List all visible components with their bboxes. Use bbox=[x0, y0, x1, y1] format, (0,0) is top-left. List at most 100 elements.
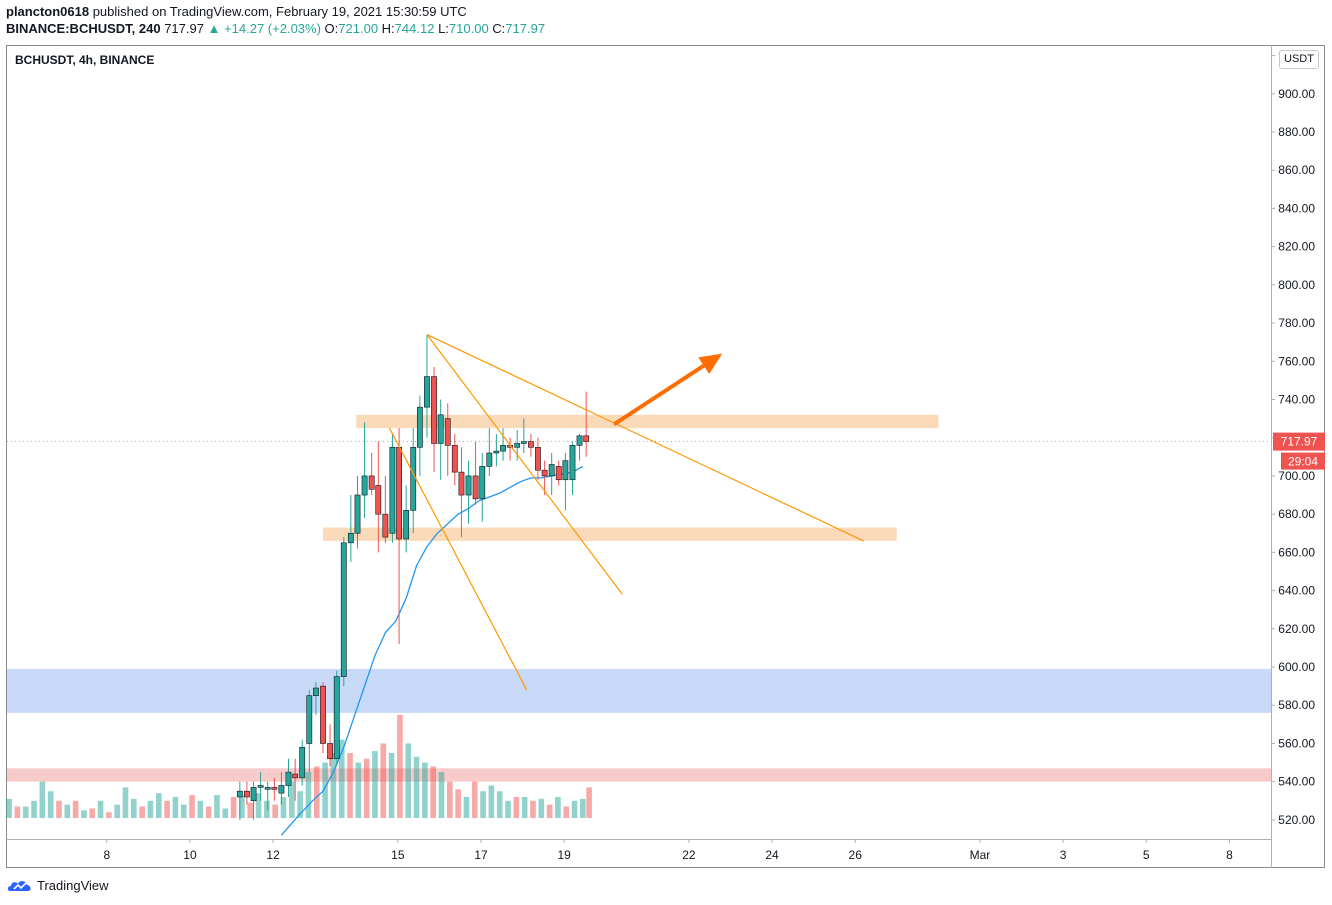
volume-bar bbox=[496, 791, 503, 818]
candle-body bbox=[548, 464, 555, 477]
volume-bar bbox=[289, 781, 295, 818]
candle-body bbox=[299, 746, 306, 779]
volume-bar bbox=[189, 795, 195, 818]
price-tick-label: 780.00 bbox=[1278, 316, 1315, 330]
last-price-tag bbox=[1273, 432, 1325, 451]
volume-bar bbox=[397, 714, 403, 818]
volume-bar bbox=[272, 804, 278, 818]
price-tick-label: 860.00 bbox=[1278, 163, 1315, 177]
candle-body bbox=[347, 532, 354, 544]
volume-bar bbox=[480, 791, 486, 818]
volume-bar bbox=[31, 800, 37, 818]
volume-bar bbox=[563, 806, 570, 818]
time-tick-label: Mar bbox=[970, 848, 991, 862]
candle-body bbox=[437, 414, 444, 444]
candle-body bbox=[250, 787, 257, 802]
chart-legend: BCHUSDT, 4h, BINANCE bbox=[15, 53, 155, 67]
candle-body bbox=[431, 376, 437, 444]
volume-bar bbox=[56, 800, 62, 818]
volume-bar bbox=[521, 796, 528, 818]
volume-bar bbox=[280, 796, 287, 818]
volume-bar bbox=[338, 739, 345, 818]
support-zone bbox=[323, 527, 897, 541]
time-tick-label: 17 bbox=[474, 848, 488, 862]
volume-bar bbox=[72, 800, 79, 818]
candle-body bbox=[535, 446, 541, 471]
candle-body bbox=[472, 475, 479, 500]
volume-bar bbox=[139, 806, 145, 818]
candle-body bbox=[479, 466, 486, 500]
volume-bar bbox=[447, 781, 453, 818]
tradingview-cloud-icon bbox=[7, 881, 31, 891]
volume-bar bbox=[222, 808, 229, 818]
price-labels-layer: 717.97 29:04 bbox=[7, 432, 1325, 470]
volume-bar bbox=[580, 798, 586, 818]
time-tick-label: 19 bbox=[557, 848, 571, 862]
price-tick-label: 880.00 bbox=[1278, 125, 1315, 139]
currency-button[interactable]: USDT bbox=[1279, 50, 1319, 69]
candle-body bbox=[576, 435, 583, 446]
candle-body bbox=[493, 450, 500, 454]
volume-bar bbox=[6, 798, 12, 818]
open-value: 721.00 bbox=[338, 21, 379, 36]
candle-body bbox=[465, 475, 472, 496]
candle-body bbox=[403, 510, 410, 540]
candle-body bbox=[514, 443, 521, 448]
candle-body bbox=[306, 695, 313, 744]
volume-bar bbox=[247, 802, 254, 818]
candle-body bbox=[361, 475, 368, 496]
candle-body bbox=[244, 790, 250, 798]
volume-bar bbox=[39, 781, 46, 818]
volume-bar bbox=[64, 804, 71, 818]
volume-layer bbox=[6, 714, 592, 818]
time-tick-label: 24 bbox=[765, 848, 779, 862]
volume-bar bbox=[438, 772, 445, 818]
volume-bar bbox=[488, 785, 495, 818]
volume-bar bbox=[97, 800, 104, 818]
candle-body bbox=[257, 785, 264, 788]
volume-bar bbox=[463, 796, 470, 818]
close-label: C: bbox=[492, 21, 506, 36]
price-tick-label: 900.00 bbox=[1278, 87, 1315, 101]
candle-body bbox=[264, 787, 271, 790]
volume-bar bbox=[355, 762, 362, 818]
volume-bar bbox=[214, 795, 220, 818]
candle-body bbox=[569, 445, 576, 481]
ohlc-header: BINANCE:BCHUSDT, 240 717.97 ▲ +14.27 (+2… bbox=[6, 21, 545, 36]
tradingview-logo[interactable]: TradingView bbox=[7, 877, 109, 893]
price-tick-label: 680.00 bbox=[1278, 507, 1315, 521]
price-axis: 920.00900.00880.00860.00840.00820.00800.… bbox=[1271, 49, 1315, 827]
candle-body bbox=[486, 452, 493, 467]
candle-body bbox=[368, 475, 375, 490]
volume-bar bbox=[513, 796, 520, 818]
price-tick-label: 600.00 bbox=[1278, 660, 1315, 674]
volume-bar bbox=[455, 789, 461, 818]
last-price: 717.97 bbox=[164, 21, 204, 36]
volume-bar bbox=[430, 766, 436, 818]
publisher-name[interactable]: plancton0618 bbox=[6, 4, 90, 19]
candles-layer bbox=[236, 334, 590, 820]
price-tick-label: 840.00 bbox=[1278, 201, 1315, 215]
close-value: 717.97 bbox=[505, 21, 546, 36]
demand-zone bbox=[7, 668, 1271, 713]
candle-body bbox=[382, 513, 389, 538]
time-tick-label: 5 bbox=[1143, 848, 1150, 862]
volume-bar bbox=[372, 751, 378, 818]
volume-bar bbox=[230, 796, 237, 818]
volume-bar bbox=[330, 753, 337, 818]
candle-body bbox=[500, 445, 506, 452]
candle-body bbox=[541, 469, 548, 477]
volume-bar bbox=[114, 804, 120, 818]
tradingview-brand: TradingView bbox=[37, 877, 109, 893]
volume-bar bbox=[405, 743, 412, 818]
candle-body bbox=[333, 676, 340, 760]
high-label: H: bbox=[381, 21, 395, 36]
price-tick-label: 560.00 bbox=[1278, 736, 1315, 750]
trendlines-layer bbox=[388, 333, 864, 691]
price-tick-label: 540.00 bbox=[1278, 775, 1315, 789]
arrow-head bbox=[698, 353, 723, 375]
volume-bar bbox=[155, 793, 162, 818]
candle-body bbox=[271, 787, 278, 790]
volume-bar bbox=[164, 800, 170, 818]
